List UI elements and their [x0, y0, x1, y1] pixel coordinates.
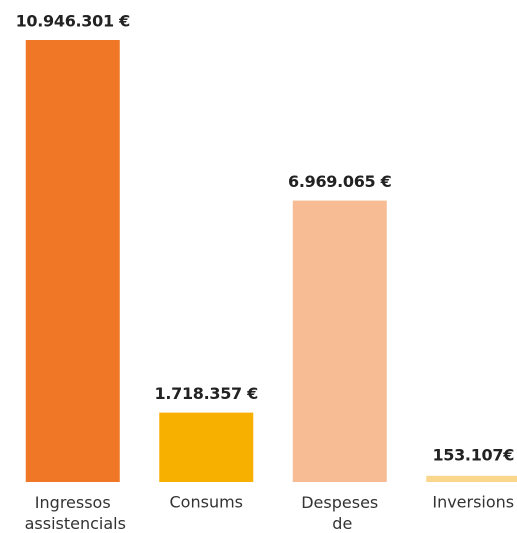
- bar: [292, 200, 387, 482]
- value-label: 6.969.065 €: [288, 172, 392, 191]
- category-label: Ingressos assistencials: [20, 493, 126, 533]
- category-label: Despeses de personal: [301, 493, 378, 533]
- category-label: Consums: [170, 493, 244, 512]
- bar: [159, 412, 254, 482]
- value-label: 153.107€: [432, 446, 514, 465]
- value-label: 1.718.357 €: [155, 384, 259, 403]
- category-label: Inversions: [432, 493, 514, 512]
- value-label: 10.946.301 €: [16, 12, 130, 31]
- bar: [25, 40, 120, 482]
- bar: [426, 475, 517, 482]
